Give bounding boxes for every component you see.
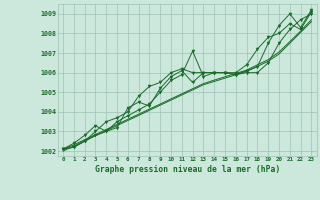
X-axis label: Graphe pression niveau de la mer (hPa): Graphe pression niveau de la mer (hPa) (95, 165, 280, 174)
